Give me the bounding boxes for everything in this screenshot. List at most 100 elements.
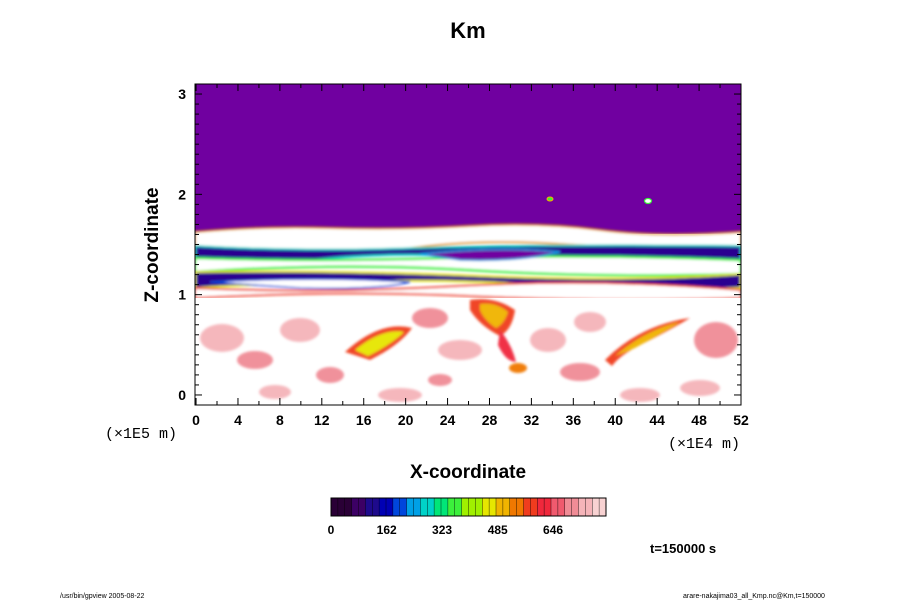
x-tick-label: 4	[234, 412, 242, 428]
x-tick-label: 44	[649, 412, 665, 428]
x-tick-label: 12	[314, 412, 330, 428]
y-axis-label: Z-coordinate	[142, 187, 163, 302]
chart-title: Km	[450, 18, 485, 43]
colorbar-swatch	[564, 498, 573, 516]
colorbar-swatch	[386, 498, 394, 516]
colorbar-swatch	[392, 498, 401, 516]
x-units-label: (×1E4 m)	[668, 436, 740, 453]
colorbar: 0 162 323 485 646	[328, 497, 607, 537]
blob	[530, 328, 566, 352]
colorbar-tick-label: 323	[432, 523, 452, 537]
blob	[680, 380, 720, 396]
cloud-band-3	[195, 255, 741, 277]
colorbar-swatch	[571, 498, 579, 516]
plume-3-core	[615, 322, 680, 356]
colorbar-swatch	[461, 498, 469, 516]
colorbar-frame	[330, 497, 607, 517]
colorbar-swatch	[344, 498, 353, 516]
colorbar-swatch	[351, 498, 359, 516]
isolated-feature	[643, 197, 653, 205]
colorbar-swatch	[551, 498, 559, 516]
blob	[694, 322, 738, 358]
x-tick-label: 48	[691, 412, 707, 428]
colorbar-swatch	[372, 498, 380, 516]
colorbar-swatch	[427, 498, 435, 516]
colorbar-swatch	[420, 498, 428, 516]
cloud-band-7	[419, 248, 561, 262]
colorbar-swatch	[544, 498, 552, 516]
colorbar-swatch	[337, 498, 346, 516]
blob	[259, 385, 291, 399]
cloud-band-6	[209, 278, 411, 290]
colorbar-swatch	[530, 498, 538, 516]
x-tick-label: 16	[356, 412, 372, 428]
footer-left: /usr/bin/gpview 2005-08-22	[60, 593, 145, 600]
blob	[438, 340, 482, 360]
colorbar-swatch	[489, 498, 497, 516]
colorbar-swatch	[454, 498, 463, 516]
colorbar-swatch	[468, 498, 476, 516]
plume-2-core	[480, 303, 508, 328]
blob	[237, 351, 273, 369]
colorbar-swatch	[331, 498, 339, 516]
blob	[200, 324, 244, 352]
colorbar-swatch	[441, 498, 449, 516]
footer-right: arare-nakajima03_all_Kmp.nc@Km,t=150000	[683, 593, 825, 600]
colorbar-tick-label: 646	[543, 523, 563, 537]
colorbar-swatch	[406, 498, 414, 516]
x-tick-label: 40	[607, 412, 623, 428]
colorbar-swatch	[516, 498, 524, 516]
blob	[574, 312, 606, 332]
colorbar-swatch	[447, 498, 456, 516]
x-tick-label: 28	[482, 412, 498, 428]
colorbar-swatch	[475, 498, 483, 516]
colorbar-swatch	[502, 498, 511, 516]
colorbar-swatch	[578, 498, 586, 516]
plume-2-stem	[498, 330, 516, 362]
colorbar-swatch	[434, 498, 442, 516]
y-tick-label: 2	[178, 186, 186, 202]
boundary-layer	[195, 298, 741, 405]
colorbar-swatch	[496, 498, 504, 516]
x-axis-label: X-coordinate	[410, 462, 526, 483]
y-units-label: (×1E5 m)	[105, 426, 177, 443]
plume-1-core	[355, 331, 404, 356]
colorbar-tick-label: 485	[488, 523, 508, 537]
cloud-band-5	[195, 281, 741, 301]
colorbar-swatch	[482, 498, 490, 516]
plot-area	[195, 84, 741, 405]
colorbar-swatch	[537, 498, 545, 516]
x-tick-label: 32	[524, 412, 540, 428]
colorbar-swatch	[358, 498, 366, 516]
blob	[620, 388, 660, 402]
colorbar-swatch	[399, 498, 408, 516]
x-tick-label: 8	[276, 412, 284, 428]
blob	[428, 374, 452, 386]
x-tick-label: 0	[192, 412, 200, 428]
colorbar-tick-label: 0	[328, 523, 335, 537]
colorbar-swatch	[592, 498, 600, 516]
time-label: t=150000 s	[650, 541, 716, 556]
x-tick-label: 20	[398, 412, 414, 428]
x-tick-label: 36	[566, 412, 582, 428]
upper-layer	[195, 84, 741, 234]
isolated-feature	[546, 196, 554, 202]
cbl-blobs	[200, 299, 738, 402]
colorbar-tick-label: 162	[377, 523, 397, 537]
blob	[560, 363, 600, 381]
cloud-layer	[195, 223, 741, 301]
colorbar-swatch	[585, 498, 593, 516]
blob	[378, 388, 422, 402]
colorbar-swatch	[509, 498, 518, 516]
plume-3	[605, 318, 690, 366]
x-tick-label: 24	[440, 412, 456, 428]
y-tick-label: 3	[178, 86, 186, 102]
blob	[316, 367, 344, 383]
blob	[412, 308, 448, 328]
colorbar-swatch	[557, 498, 566, 516]
y-tick-label: 0	[178, 387, 186, 403]
colorbar-swatch	[365, 498, 373, 516]
colorbar-swatch	[379, 498, 387, 516]
